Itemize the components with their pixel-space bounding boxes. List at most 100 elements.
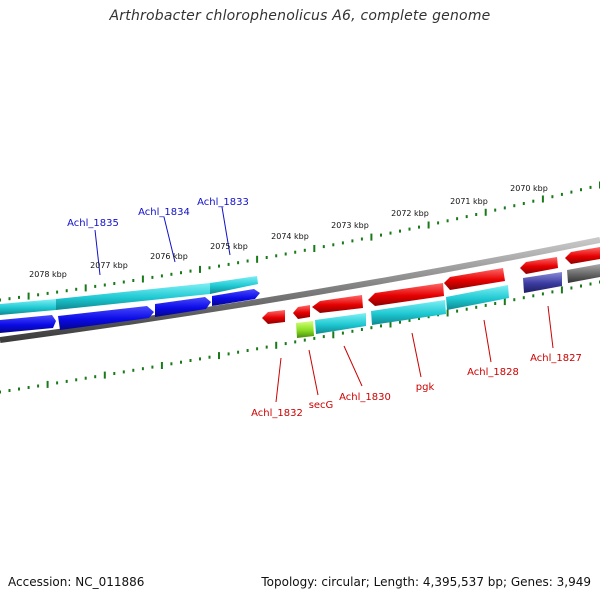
cds-cyan-c[interactable]	[446, 285, 509, 310]
gene-label-achl-1832[interactable]: Achl_1832	[251, 408, 303, 419]
cds-cyan-1833[interactable]	[210, 276, 258, 294]
minor-tick	[541, 292, 544, 296]
minor-tick	[570, 190, 573, 194]
minor-tick	[65, 379, 68, 383]
minor-tick	[551, 290, 554, 294]
minor-tick	[322, 335, 325, 339]
minor-tick	[246, 349, 249, 352]
minor-tick	[503, 206, 506, 210]
major-tick	[199, 265, 201, 273]
major-tick	[160, 362, 163, 369]
minor-tick	[27, 386, 30, 389]
minor-tick	[380, 233, 382, 237]
minor-tick	[227, 352, 230, 356]
cds-red-secG[interactable]	[293, 305, 310, 319]
minor-tick	[246, 259, 249, 263]
reverse-gene-labels: Achl_1832 secG Achl_1830 pgk Achl_1828 A…	[251, 353, 582, 419]
minor-tick	[180, 271, 182, 275]
minor-tick	[265, 256, 268, 259]
tick-label-2072: 2072 kbp	[391, 209, 429, 218]
cds-blue-a[interactable]	[0, 315, 56, 333]
minor-tick	[465, 215, 468, 219]
cds-blue-b[interactable]	[58, 306, 154, 330]
cds-gray[interactable]	[567, 264, 600, 283]
minor-tick	[560, 192, 563, 196]
label-leaders	[94, 206, 554, 403]
minor-tick	[513, 204, 516, 208]
cds-red-1827[interactable]	[520, 257, 558, 274]
minor-tick	[351, 329, 354, 333]
minor-tick	[513, 298, 516, 302]
cds-red-1828[interactable]	[444, 268, 505, 290]
minor-tick	[456, 217, 459, 221]
major-tick	[332, 331, 335, 339]
minor-tick	[484, 303, 487, 307]
tick-label-2073: 2073 kbp	[331, 221, 369, 230]
minor-tick	[532, 294, 535, 298]
gene-label-achl-1828[interactable]: Achl_1828	[467, 367, 519, 378]
cds-red-1830[interactable]	[312, 295, 363, 313]
minor-tick	[141, 367, 144, 371]
genome-backbone	[0, 237, 600, 343]
tick-label-2074: 2074 kbp	[271, 232, 309, 241]
major-tick	[46, 380, 49, 388]
minor-tick	[199, 357, 201, 361]
minor-tick	[294, 340, 297, 344]
cds-blue-d[interactable]	[212, 289, 260, 306]
cds-cyan-a[interactable]	[315, 313, 366, 334]
cds-green[interactable]	[296, 321, 314, 338]
gene-label-secg[interactable]: secG	[309, 400, 334, 411]
minor-tick	[237, 350, 240, 354]
major-tick	[389, 320, 392, 328]
accession-text: Accession: NC_011886	[8, 575, 145, 589]
minor-tick	[37, 384, 40, 388]
gene-label-achl-1833[interactable]: Achl_1833	[197, 197, 249, 208]
minor-tick	[284, 252, 287, 256]
major-tick	[256, 255, 259, 263]
gene-label-achl-1835[interactable]: Achl_1835	[67, 218, 119, 229]
cds-red-next[interactable]	[565, 247, 600, 264]
cds-cyan-1835[interactable]	[0, 299, 56, 315]
forward-gene-labels: Achl_1835 Achl_1834 Achl_1833	[67, 197, 249, 229]
minor-tick	[18, 295, 20, 299]
minor-tick	[551, 195, 554, 199]
minor-tick	[180, 360, 182, 364]
cds-blue-c[interactable]	[155, 297, 211, 317]
minor-tick	[189, 359, 192, 362]
minor-tick	[389, 231, 392, 235]
minor-tick	[494, 208, 497, 212]
minor-tick	[208, 355, 211, 359]
gene-label-achl-1830[interactable]: Achl_1830	[339, 392, 391, 403]
minor-tick	[408, 318, 411, 322]
gene-label-achl-1827[interactable]: Achl_1827	[530, 353, 582, 364]
minor-tick	[427, 315, 430, 319]
minor-tick	[122, 280, 125, 284]
minor-tick	[456, 309, 459, 313]
major-tick	[503, 298, 506, 306]
gene-label-achl-1834[interactable]: Achl_1834	[138, 207, 190, 218]
minor-tick	[65, 289, 68, 293]
minor-tick	[18, 387, 20, 391]
cds-red-1832[interactable]	[262, 310, 285, 324]
minor-tick	[437, 221, 440, 225]
minor-tick	[94, 284, 97, 288]
minor-tick	[103, 283, 106, 287]
minor-tick	[580, 188, 582, 192]
minor-tick	[322, 245, 325, 249]
minor-tick	[160, 274, 163, 278]
minor-tick	[56, 381, 59, 385]
gene-label-pgk[interactable]: pgk	[416, 382, 435, 393]
minor-tick	[341, 241, 344, 245]
minor-tick	[303, 338, 306, 342]
tick-label-2070: 2070 kbp	[510, 184, 548, 193]
cds-purple[interactable]	[523, 272, 562, 293]
major-tick	[446, 309, 449, 317]
minor-tick	[294, 250, 297, 254]
cds-red-pgk[interactable]	[368, 283, 444, 306]
cds-cyan-1834[interactable]	[56, 283, 210, 310]
minor-tick	[370, 326, 373, 330]
minor-tick	[94, 375, 97, 379]
cds-cyan-b[interactable]	[371, 300, 446, 325]
minor-tick	[208, 266, 211, 270]
minor-tick	[151, 275, 154, 279]
